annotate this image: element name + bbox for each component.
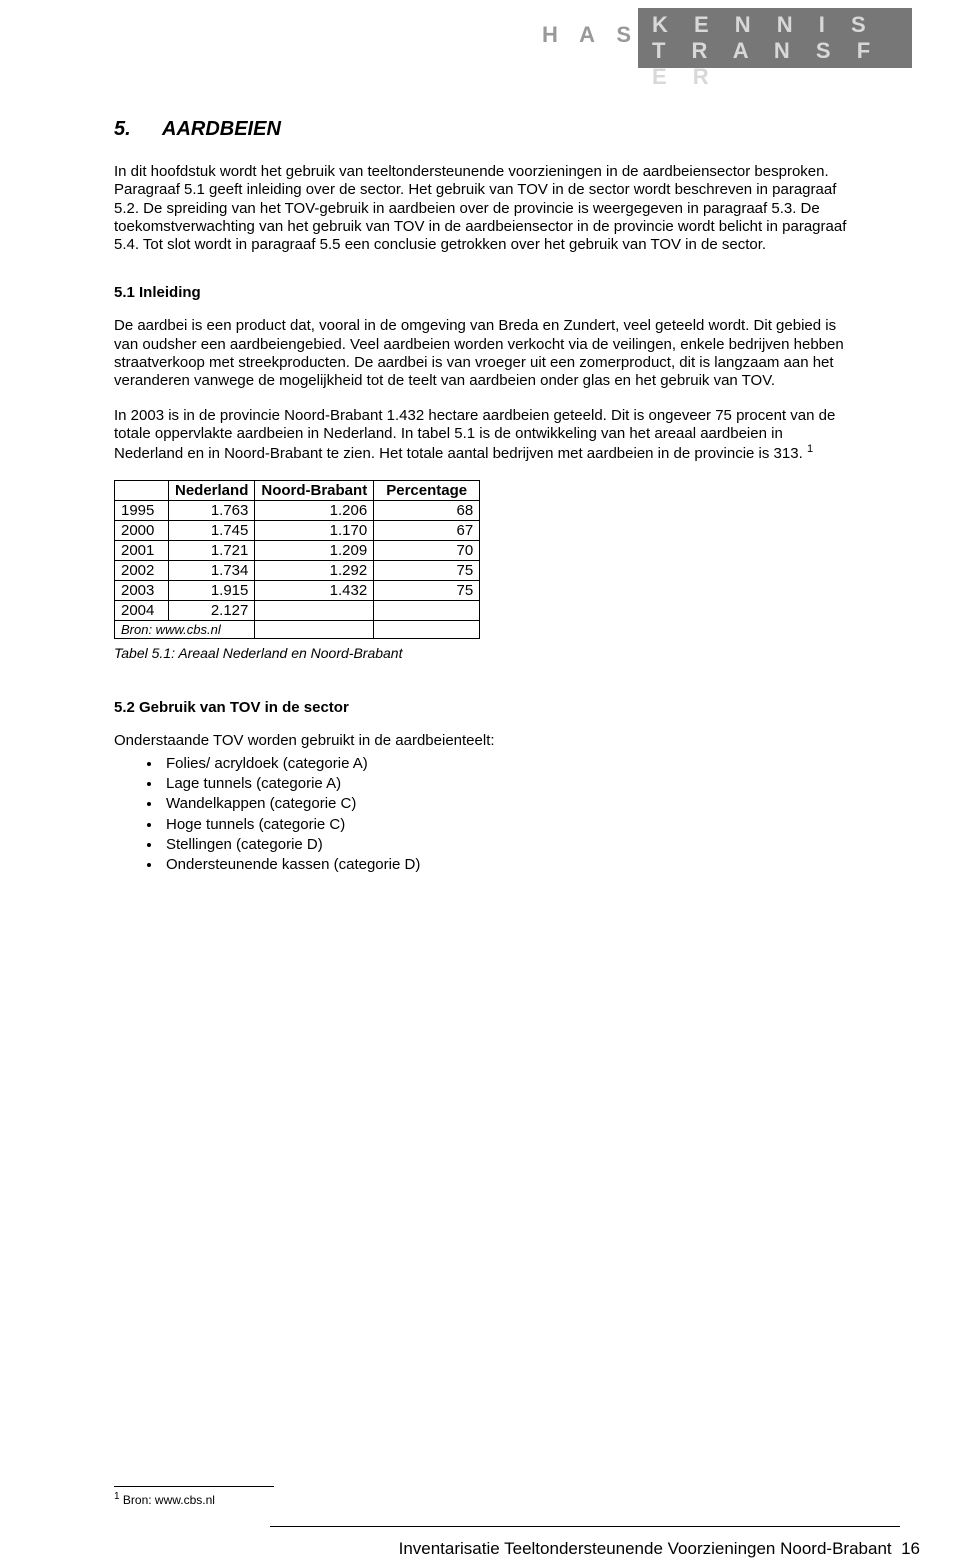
- col-noord-brabant: Noord-Brabant: [255, 480, 374, 500]
- cell-pct: [374, 600, 480, 620]
- cell-nb: 1.209: [255, 540, 374, 560]
- cell-nl: 2.127: [169, 600, 255, 620]
- cell-pct: 75: [374, 560, 480, 580]
- col-nederland: Nederland: [169, 480, 255, 500]
- section-5-1-p2-text: In 2003 is in de provincie Noord-Brabant…: [114, 407, 835, 463]
- content-area: 5.AARDBEIEN In dit hoofdstuk wordt het g…: [114, 118, 854, 875]
- list-item: Hoge tunnels (categorie C): [162, 815, 854, 835]
- cell-nl: 1.734: [169, 560, 255, 580]
- section-5-1-p1: De aardbei is een product dat, vooral in…: [114, 317, 854, 390]
- cell-nl: 1.915: [169, 580, 255, 600]
- cell-year: 2004: [115, 600, 169, 620]
- page: H A S K E N N I S T R A N S F E R 5.AARD…: [0, 0, 960, 1567]
- cell-nb: 1.206: [255, 500, 374, 520]
- table-row: 2004 2.127: [115, 600, 480, 620]
- intro-paragraph: In dit hoofdstuk wordt het gebruik van t…: [114, 163, 854, 254]
- tov-list: Folies/ acryldoek (categorie A) Lage tun…: [114, 754, 854, 876]
- table-bron-row: Bron: www.cbs.nl: [115, 620, 480, 638]
- list-item: Folies/ acryldoek (categorie A): [162, 754, 854, 774]
- list-item: Stellingen (categorie D): [162, 835, 854, 855]
- col-percentage: Percentage: [374, 480, 480, 500]
- footer: Inventarisatie Teeltondersteunende Voorz…: [270, 1539, 920, 1559]
- table-row: 2000 1.745 1.170 67: [115, 520, 480, 540]
- table-areaal: Nederland Noord-Brabant Percentage 1995 …: [114, 480, 480, 639]
- cell-nb: 1.432: [255, 580, 374, 600]
- section-5-1-heading: 5.1 Inleiding: [114, 284, 854, 301]
- cell-pct: 68: [374, 500, 480, 520]
- header-logo: H A S K E N N I S T R A N S F E R: [542, 8, 912, 68]
- list-item: Wandelkappen (categorie C): [162, 794, 854, 814]
- footnote-ref-1: 1: [807, 443, 813, 455]
- cell-empty: [255, 620, 374, 638]
- cell-nb: [255, 600, 374, 620]
- footer-rule: [270, 1526, 900, 1527]
- cell-year: 2003: [115, 580, 169, 600]
- logo-line1: K E N N I S: [652, 12, 912, 38]
- cell-year: 1995: [115, 500, 169, 520]
- chapter-heading: 5.AARDBEIEN: [114, 118, 854, 141]
- col-empty: [115, 480, 169, 500]
- cell-pct: 67: [374, 520, 480, 540]
- cell-nl: 1.721: [169, 540, 255, 560]
- table-header-row: Nederland Noord-Brabant Percentage: [115, 480, 480, 500]
- table-bron: Bron: www.cbs.nl: [115, 620, 255, 638]
- list-item: Ondersteunende kassen (categorie D): [162, 855, 854, 875]
- cell-nl: 1.763: [169, 500, 255, 520]
- section-5-1-p2: In 2003 is in de provincie Noord-Brabant…: [114, 407, 854, 464]
- logo-bar: K E N N I S T R A N S F E R: [638, 8, 912, 68]
- footnote-text: Bron: www.cbs.nl: [120, 1493, 215, 1507]
- footer-title: Inventarisatie Teeltondersteunende Voorz…: [399, 1539, 892, 1558]
- footnote-rule: [114, 1486, 274, 1487]
- cell-nb: 1.170: [255, 520, 374, 540]
- cell-year: 2000: [115, 520, 169, 540]
- cell-pct: 75: [374, 580, 480, 600]
- table-row: 2001 1.721 1.209 70: [115, 540, 480, 560]
- cell-nl: 1.745: [169, 520, 255, 540]
- cell-nb: 1.292: [255, 560, 374, 580]
- footnote-1: 1 Bron: www.cbs.nl: [114, 1491, 854, 1507]
- table-row: 1995 1.763 1.206 68: [115, 500, 480, 520]
- cell-year: 2001: [115, 540, 169, 560]
- cell-pct: 70: [374, 540, 480, 560]
- logo-has-text: H A S: [542, 22, 639, 48]
- footnote-area: 1 Bron: www.cbs.nl: [114, 1486, 854, 1507]
- cell-year: 2002: [115, 560, 169, 580]
- logo-line2: T R A N S F E R: [652, 38, 912, 90]
- list-item: Lage tunnels (categorie A): [162, 774, 854, 794]
- section-5-2-heading: 5.2 Gebruik van TOV in de sector: [114, 699, 854, 716]
- section-5-2-lead: Onderstaande TOV worden gebruikt in de a…: [114, 732, 854, 750]
- table-row: 2003 1.915 1.432 75: [115, 580, 480, 600]
- table-row: 2002 1.734 1.292 75: [115, 560, 480, 580]
- cell-empty: [374, 620, 480, 638]
- page-number: 16: [901, 1539, 920, 1558]
- chapter-number: 5.: [114, 118, 162, 141]
- chapter-title: AARDBEIEN: [162, 118, 281, 140]
- table-caption: Tabel 5.1: Areaal Nederland en Noord-Bra…: [114, 645, 854, 661]
